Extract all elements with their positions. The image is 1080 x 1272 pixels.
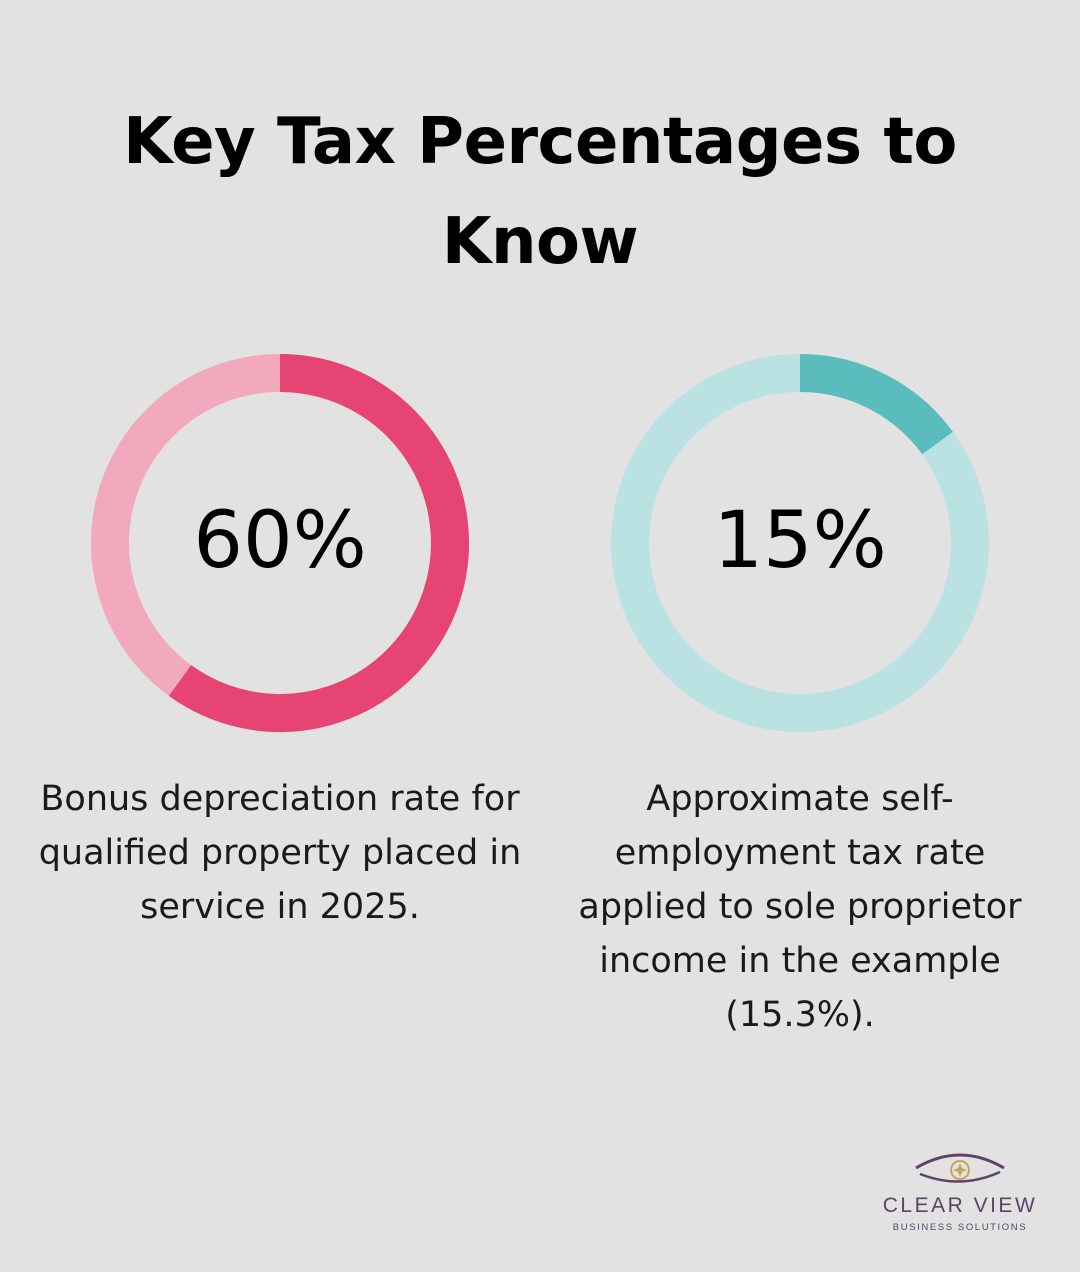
logo-name: CLEAR VIEW — [882, 1194, 1038, 1217]
donut-caption: Bonus depreciation rate for qualified pr… — [38, 779, 522, 927]
donut-value-arc — [799, 354, 953, 455]
donut-value-arc — [168, 354, 469, 732]
company-logo: CLEAR VIEW BUSINESS SOLUTIONS — [860, 1148, 1060, 1238]
donut-value-label: 60% — [193, 496, 367, 586]
logo-tagline: BUSINESS SOLUTIONS — [892, 1222, 1028, 1233]
donut-caption: Approximate self-employment tax rate app… — [578, 779, 1022, 1035]
donut-chart-self-employment-tax — [611, 354, 989, 732]
donut-chart-bonus-depreciation — [91, 354, 469, 732]
donut-charts — [91, 354, 989, 732]
eye-star-icon — [915, 1153, 1005, 1183]
page-title: Key Tax Percentages to Know — [123, 105, 957, 279]
donut-value-label: 15% — [713, 496, 887, 586]
